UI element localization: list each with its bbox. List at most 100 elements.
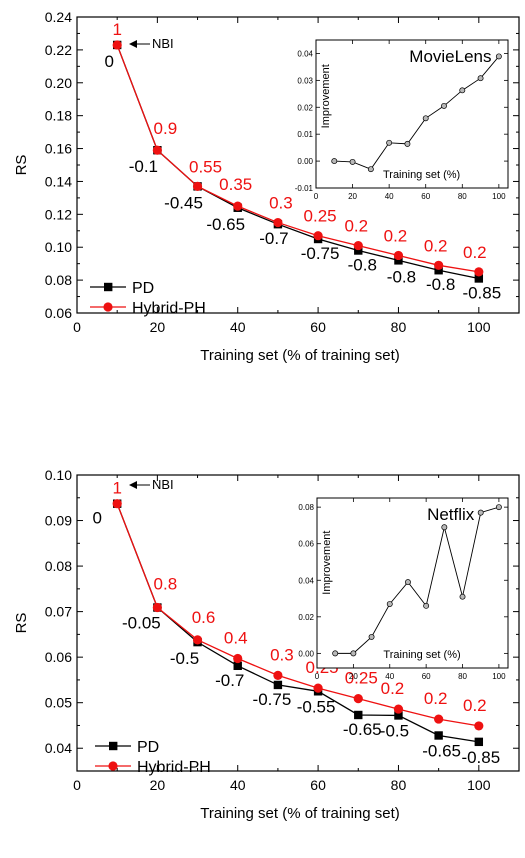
inset-point (477, 509, 484, 516)
legend-label: Hybrid-PH (137, 759, 211, 776)
pd-point (394, 256, 403, 265)
pd-param-label: -0.5 (170, 649, 199, 668)
y-tick-label: 0.08 (45, 558, 72, 574)
x-tick-label: 0 (73, 319, 81, 335)
hybrid-ph-point (474, 721, 484, 731)
chart-panel-1: 0 20 40 60 80 1000.060.080.100.120.140.160.18… (13, 9, 520, 364)
x-axis-label: Training set (% of training set) (200, 805, 400, 822)
pd-point (233, 661, 242, 671)
inset-y-tick-label: 0.08 (298, 503, 314, 512)
hybrid-ph-param-label: 0.9 (154, 119, 178, 138)
inset-title: MovieLens (409, 47, 491, 66)
pd-point (434, 731, 443, 740)
hybrid-ph-point (112, 40, 122, 50)
inset-x-tick-label: 0 (314, 192, 319, 201)
hybrid-ph-point (434, 714, 444, 724)
pd-point (354, 710, 363, 720)
inset-y-tick-label: -0.01 (295, 184, 314, 193)
hybrid-ph-point (474, 267, 484, 277)
hybrid-ph-point (192, 181, 203, 191)
plot-frame (76, 474, 520, 772)
y-tick-label: 0.18 (45, 108, 72, 124)
hybrid-ph-param-label: 0.2 (381, 679, 405, 698)
x-tick-label: 80 (391, 777, 407, 793)
inset-frame (315, 39, 509, 189)
hybrid-ph-point (353, 240, 363, 251)
legend-marker-square (104, 282, 113, 292)
x-tick-label: 20 (150, 777, 166, 793)
inset-x-axis-label: Training set (%) (383, 649, 460, 661)
hybrid-ph-param-label: 0.2 (424, 236, 448, 255)
inset-y-tick-label: 0.03 (297, 76, 313, 85)
pd-point (434, 266, 443, 275)
hybrid-ph-point (393, 250, 404, 261)
pd-point (354, 246, 363, 255)
x-tick-label: 60 (310, 319, 326, 335)
inset-point (459, 87, 466, 94)
series-line-hybrid-ph (116, 503, 479, 727)
hybrid-ph-param-label: 0.2 (463, 243, 487, 262)
inset-x-tick-label: 80 (458, 672, 467, 681)
y-tick-label: 0.22 (45, 42, 72, 58)
pd-param-label: -0.8 (426, 275, 455, 294)
inset-point (368, 633, 375, 640)
legend-marker-circle (103, 302, 113, 312)
inset-y-tick-label: 0.00 (298, 649, 314, 658)
hybrid-ph-param-label: 0.2 (424, 689, 448, 708)
pd-param-label: -0.65 (343, 720, 382, 739)
y-axis-label: RS (13, 155, 30, 176)
y-tick-label: 0.10 (45, 239, 72, 255)
inset-point (404, 140, 411, 147)
hybrid-ph-point (273, 217, 283, 228)
hybrid-ph-point (152, 145, 162, 155)
inset-y-tick-label: 0.02 (298, 613, 314, 622)
inset-point (386, 139, 393, 146)
pd-param-label: -0.85 (462, 283, 501, 302)
hybrid-ph-param-label: 0.8 (154, 575, 178, 594)
pd-param-label: -0.8 (387, 267, 416, 286)
inset-series-line (335, 506, 500, 654)
x-axis-label: Training set (% of training set) (200, 347, 400, 364)
nbi-annotation: NBI (152, 477, 174, 492)
pd-point (474, 737, 484, 747)
hybrid-ph-param-label: 0.2 (384, 226, 408, 245)
hybrid-ph-param-label: 0.25 (345, 669, 378, 688)
x-tick-label: 40 (230, 319, 246, 335)
hybrid-ph-point (273, 670, 283, 680)
hybrid-ph-param-label: 0.4 (224, 629, 248, 648)
series-line-pd (116, 503, 479, 743)
inset-point (441, 524, 448, 531)
inset-x-axis-label: Training set (%) (383, 169, 460, 181)
inset-y-tick-label: 0.02 (297, 103, 313, 112)
x-tick-label: 40 (230, 777, 246, 793)
inset-point (422, 115, 429, 122)
inset-y-tick-label: 0.06 (298, 540, 314, 549)
inset-x-tick-label: 60 (421, 192, 430, 201)
inset-point (495, 504, 502, 511)
y-tick-label: 0.04 (45, 740, 72, 756)
y-tick-label: 0.20 (45, 75, 72, 91)
hybrid-ph-param-label: 0.55 (189, 157, 222, 176)
inset-chart: 0 20 40 60 80 100 0.00 0.02 0.04 0.06 0.08 Netflix I… (298, 497, 509, 681)
inset-y-tick-label: 0.00 (297, 157, 313, 166)
inset-y-axis-label: Improvement (320, 64, 332, 128)
inset-y-tick-label: 0.01 (297, 130, 313, 139)
pd-param-label: -0.1 (129, 157, 158, 176)
inset-x-tick-label: 100 (492, 192, 506, 201)
x-tick-label: 100 (467, 319, 491, 335)
y-tick-label: 0.12 (45, 206, 72, 222)
inset-frame (316, 497, 509, 669)
inset-point (495, 53, 502, 60)
x-tick-label: 20 (150, 319, 166, 335)
hybrid-ph-point (152, 602, 162, 613)
hybrid-ph-point (233, 201, 243, 211)
inset-y-axis-label: Improvement (321, 530, 333, 594)
hybrid-ph-point (353, 693, 363, 704)
x-tick-label: 100 (467, 777, 491, 793)
legend-label: PD (137, 739, 159, 756)
x-tick-label: 0 (73, 777, 81, 793)
inset-point (423, 602, 430, 609)
pd-param-label: -0.45 (164, 193, 203, 212)
inset-x-tick-label: 20 (349, 672, 358, 681)
inset-x-tick-label: 40 (385, 192, 394, 201)
